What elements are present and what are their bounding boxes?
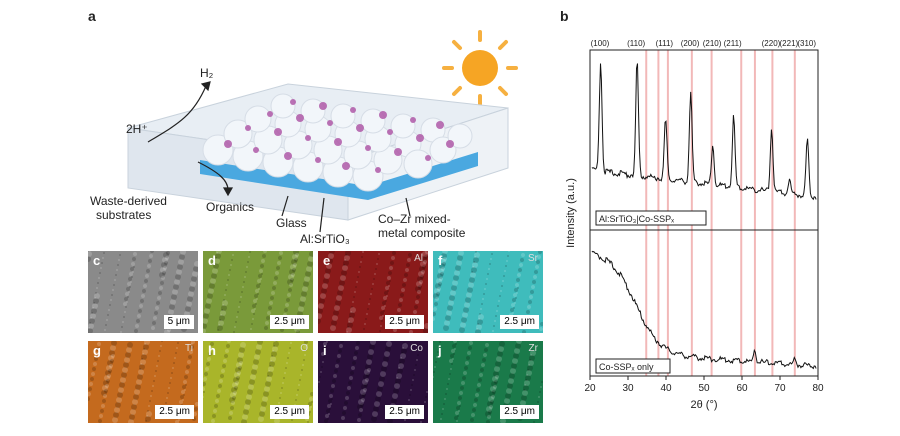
- x-tick-label: 30: [622, 383, 634, 394]
- scale-bar-label: 2.5 μm: [159, 406, 190, 417]
- scale-bar-label: 5 μm: [167, 316, 190, 327]
- legend-box-composite: [595, 210, 707, 226]
- micrograph-letter: g: [93, 343, 101, 358]
- panel-a-letter: a: [88, 8, 96, 24]
- micrograph-c: c 5 μm: [88, 251, 198, 333]
- element-label: Al: [414, 253, 423, 264]
- scale-bar-label: 2.5 μm: [274, 316, 305, 327]
- device-schematic: [127, 30, 518, 233]
- peak-label: (200): [681, 39, 700, 48]
- micrograph-letter: c: [93, 253, 101, 268]
- scale-bar: 2.5 μm: [155, 405, 194, 419]
- micrograph-i: i Co 2.5 μm: [318, 341, 428, 423]
- micrograph-letter: h: [208, 343, 216, 358]
- micrograph-letter: e: [323, 253, 331, 268]
- scale-bar: 2.5 μm: [500, 315, 539, 329]
- h2-label: H₂: [200, 66, 214, 80]
- legend-co-ssp: Co-SSPₓ only: [599, 362, 654, 372]
- cozr-label-2: metal composite: [378, 226, 466, 240]
- scale-bar-label: 2.5 μm: [389, 406, 420, 417]
- scale-bar-label: 2.5 μm: [389, 316, 420, 327]
- waste-label-2: substrates: [96, 208, 152, 222]
- peak-label: (110): [627, 39, 645, 48]
- series-composite-line: [591, 63, 817, 201]
- legend-box-co-ssp: [595, 358, 671, 374]
- scale-bar-label: 2.5 μm: [274, 406, 305, 417]
- scale-bar: 2.5 μm: [500, 405, 539, 419]
- peak-label: (220): [762, 39, 781, 48]
- peak-label: (111): [656, 39, 674, 48]
- glass-label: Glass: [276, 216, 307, 230]
- scale-bar: 2.5 μm: [270, 315, 309, 329]
- peak-label: (310): [797, 39, 816, 48]
- micrograph-j: j Zr 2.5 μm: [433, 341, 543, 423]
- scale-bar: 2.5 μm: [385, 315, 424, 329]
- scale-bar: 5 μm: [163, 315, 194, 329]
- scale-bar: 2.5 μm: [385, 405, 424, 419]
- xrd-chart: 20 30 40 50 60 70 80 2θ (°) Intensity (a.u.) (100…: [565, 39, 824, 411]
- element-label: Sr: [528, 253, 538, 264]
- element-label: Ti: [185, 343, 193, 354]
- scale-bar-label: 2.5 μm: [504, 316, 535, 327]
- al-srtio3-label: Al:SrTiO₃: [300, 232, 350, 246]
- micrograph-letter: i: [323, 343, 327, 358]
- x-tick-label: 40: [660, 383, 672, 394]
- x-tick-label: 60: [736, 383, 748, 394]
- x-tick-label: 50: [698, 383, 710, 394]
- panel-b-letter: b: [560, 8, 569, 24]
- x-axis-label: 2θ (°): [690, 399, 717, 411]
- x-tick-label: 80: [812, 383, 824, 394]
- micrograph-f: f Sr 2.5 μm: [433, 251, 543, 333]
- element-label: Zr: [528, 343, 538, 354]
- cozr-label-1: Co–Zr mixed-: [378, 212, 451, 226]
- scale-bar: 2.5 μm: [270, 405, 309, 419]
- element-label: Co: [410, 343, 423, 354]
- series-co-ssp-line: [591, 250, 817, 370]
- peak-label: (211): [724, 39, 742, 48]
- element-label: O: [300, 343, 308, 354]
- micrograph-g: g Ti 2.5 μm: [88, 341, 198, 423]
- sun-icon: [442, 30, 518, 106]
- x-tick-label: 70: [774, 383, 786, 394]
- peak-label: (210): [703, 39, 722, 48]
- peak-label: (221): [780, 39, 799, 48]
- micrograph-letter: d: [208, 253, 216, 268]
- y-axis-label: Intensity (a.u.): [565, 178, 577, 248]
- micrograph-d: d 2.5 μm: [203, 251, 313, 333]
- waste-label-1: Waste-derived: [90, 194, 167, 208]
- h-plus-label: 2H⁺: [126, 122, 148, 136]
- micrograph-letter: j: [438, 343, 442, 358]
- micrograph-e: e Al 2.5 μm: [318, 251, 428, 333]
- legend-composite: Al:SrTiO₃|Co-SSPₓ: [599, 214, 674, 224]
- peak-label: (100): [591, 39, 610, 48]
- x-tick-label: 20: [584, 383, 596, 394]
- organics-label: Organics: [206, 200, 255, 214]
- scale-bar-label: 2.5 μm: [504, 406, 535, 417]
- micrograph-letter: f: [438, 253, 443, 268]
- micrograph-h: h O 2.5 μm: [203, 341, 313, 423]
